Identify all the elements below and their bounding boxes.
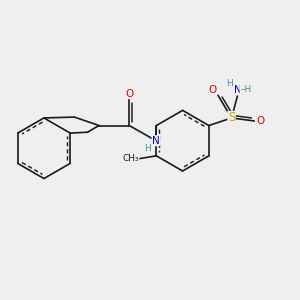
Text: –H: –H	[240, 85, 251, 94]
Text: H: H	[144, 144, 151, 153]
Text: H: H	[226, 79, 233, 88]
Text: N: N	[234, 85, 242, 95]
Text: O: O	[256, 116, 264, 126]
Text: S: S	[228, 111, 235, 124]
Text: O: O	[125, 88, 134, 99]
Text: N: N	[152, 136, 160, 146]
Text: O: O	[208, 85, 216, 95]
Text: CH₃: CH₃	[122, 154, 139, 164]
